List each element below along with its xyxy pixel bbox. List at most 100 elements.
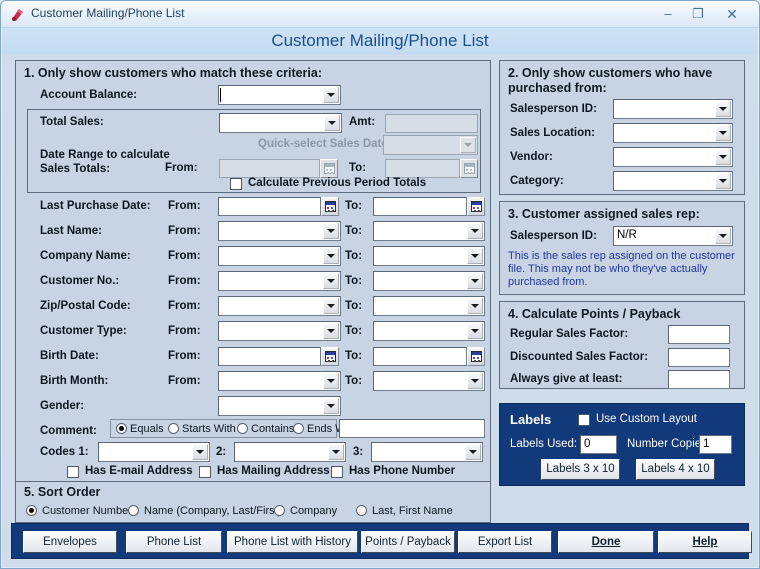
calendar-icon[interactable] [321, 347, 339, 366]
chevron-down-icon[interactable] [323, 373, 339, 389]
points-input-regular-sales-factor[interactable] [668, 325, 730, 344]
pf-combo-category[interactable] [613, 171, 733, 191]
row-to-combo-zip-postal-code[interactable] [373, 296, 485, 316]
calendar-icon[interactable] [320, 159, 338, 178]
phone-list-with-history-button[interactable]: Phone List with History [227, 531, 358, 553]
chevron-down-icon[interactable] [323, 323, 339, 339]
row-to-combo-last-name[interactable] [373, 221, 485, 241]
labels-4x10-button[interactable]: Labels 4 x 10 [636, 459, 715, 480]
chevron-down-icon[interactable] [323, 273, 339, 289]
chevron-down-icon[interactable] [324, 115, 340, 131]
pf-combo-salesperson-id[interactable] [613, 99, 733, 119]
assigned-rep-note-line1: This is the sales rep assigned on the cu… [508, 250, 735, 262]
row-from-input-birth-date[interactable] [218, 347, 321, 366]
row-to-combo-customer-no[interactable] [373, 271, 485, 291]
points-payback-button[interactable]: Points / Payback [361, 531, 455, 553]
phone-list-button[interactable]: Phone List [126, 531, 222, 553]
has-mailing-checkbox[interactable] [199, 466, 211, 478]
sort-radio-company[interactable] [274, 505, 285, 516]
chevron-down-icon[interactable] [715, 228, 731, 244]
row-from-combo-company-name[interactable] [218, 246, 341, 266]
pf-combo-vendor[interactable] [613, 147, 733, 167]
account-balance-combo[interactable] [218, 85, 341, 105]
assigned-rep-note-line2: file. This may not be who they've actual… [508, 263, 708, 275]
chevron-down-icon[interactable] [715, 101, 731, 117]
row-from-combo-customer-no[interactable] [218, 271, 341, 291]
chevron-down-icon[interactable] [323, 248, 339, 264]
chevron-down-icon[interactable] [715, 125, 731, 141]
chevron-down-icon[interactable] [467, 373, 483, 389]
comment-radio-contains[interactable] [237, 423, 248, 434]
chevron-down-icon[interactable] [465, 444, 481, 460]
row-to-input-last-purchase-date[interactable] [373, 197, 467, 216]
points-input-always-give-at-least[interactable] [668, 370, 730, 389]
sales-to-input[interactable] [385, 159, 460, 178]
maximize-icon[interactable]: ❐ [692, 6, 704, 21]
codes-1-combo[interactable] [98, 442, 210, 462]
chevron-down-icon[interactable] [467, 323, 483, 339]
has-email-checkbox[interactable] [67, 466, 79, 478]
quick-select-combo[interactable] [383, 135, 478, 155]
points-input-discounted-sales-factor[interactable] [668, 348, 730, 367]
calendar-icon[interactable] [460, 159, 478, 178]
row-from-input-last-purchase-date[interactable] [218, 197, 321, 216]
comment-radio-starts-with[interactable] [168, 423, 179, 434]
row-from-combo-zip-postal-code[interactable] [218, 296, 341, 316]
row-to-combo-birth-month[interactable] [373, 371, 485, 391]
comment-radio-equals[interactable] [116, 423, 127, 434]
chevron-down-icon[interactable] [328, 444, 344, 460]
amt-input[interactable] [385, 114, 478, 133]
labels-3x10-button[interactable]: Labels 3 x 10 [541, 459, 620, 480]
row-to-combo-company-name[interactable] [373, 246, 485, 266]
chevron-down-icon[interactable] [715, 173, 731, 189]
comment-input[interactable] [339, 419, 485, 438]
sort-radio-name-company-last-first[interactable] [128, 505, 139, 516]
sales-from-input[interactable] [219, 159, 320, 178]
sort-radio-customer-number[interactable] [26, 505, 37, 516]
row-label-last-purchase-date: Last Purchase Date: [40, 200, 151, 212]
assigned-rep-salesperson-combo[interactable]: N/R [613, 226, 733, 246]
calendar-icon[interactable] [467, 197, 485, 216]
pf-combo-sales-location[interactable] [613, 123, 733, 143]
chevron-down-icon[interactable] [467, 223, 483, 239]
gender-combo[interactable] [218, 396, 341, 416]
codes-3-combo[interactable] [371, 442, 483, 462]
row-to-input-birth-date[interactable] [373, 347, 467, 366]
export-list-button[interactable]: Export List [458, 531, 552, 553]
sort-radio-last-first-name[interactable] [356, 505, 367, 516]
envelopes-button[interactable]: Envelopes [23, 531, 117, 553]
has-phone-checkbox[interactable] [331, 466, 343, 478]
row-to-label-customer-no: To: [345, 275, 363, 287]
chevron-down-icon[interactable] [715, 149, 731, 165]
done-button[interactable]: Done [558, 531, 654, 553]
chevron-down-icon[interactable] [460, 137, 476, 153]
chevron-down-icon[interactable] [467, 298, 483, 314]
calendar-icon[interactable] [467, 347, 485, 366]
chevron-down-icon[interactable] [323, 87, 339, 103]
pf-label-sales-location: Sales Location: [510, 127, 595, 139]
row-from-combo-last-name[interactable] [218, 221, 341, 241]
calendar-icon[interactable] [321, 197, 339, 216]
close-icon[interactable]: ✕ [726, 6, 738, 22]
minimize-icon[interactable]: – [664, 6, 672, 21]
sort-radio-name-company-last-first-label: Name (Company, Last/First) [144, 505, 282, 517]
row-from-combo-birth-month[interactable] [218, 371, 341, 391]
codes-2-combo[interactable] [234, 442, 346, 462]
comment-radio-ends-with[interactable] [293, 423, 304, 434]
use-custom-layout-checkbox[interactable] [578, 414, 590, 426]
labels-used-input[interactable]: 0 [580, 435, 617, 454]
chevron-down-icon[interactable] [192, 444, 208, 460]
total-sales-combo[interactable] [219, 113, 342, 133]
points-label-always-give-at-least: Always give at least: [510, 373, 623, 385]
help-button[interactable]: Help [658, 531, 752, 553]
chevron-down-icon[interactable] [323, 398, 339, 414]
row-from-combo-customer-type[interactable] [218, 321, 341, 341]
chevron-down-icon[interactable] [467, 273, 483, 289]
chevron-down-icon[interactable] [323, 298, 339, 314]
row-to-label-zip-postal-code: To: [345, 300, 363, 312]
chevron-down-icon[interactable] [467, 248, 483, 264]
chevron-down-icon[interactable] [323, 223, 339, 239]
prev-period-checkbox[interactable] [230, 178, 242, 190]
number-copies-input[interactable]: 1 [699, 435, 732, 454]
row-to-combo-customer-type[interactable] [373, 321, 485, 341]
